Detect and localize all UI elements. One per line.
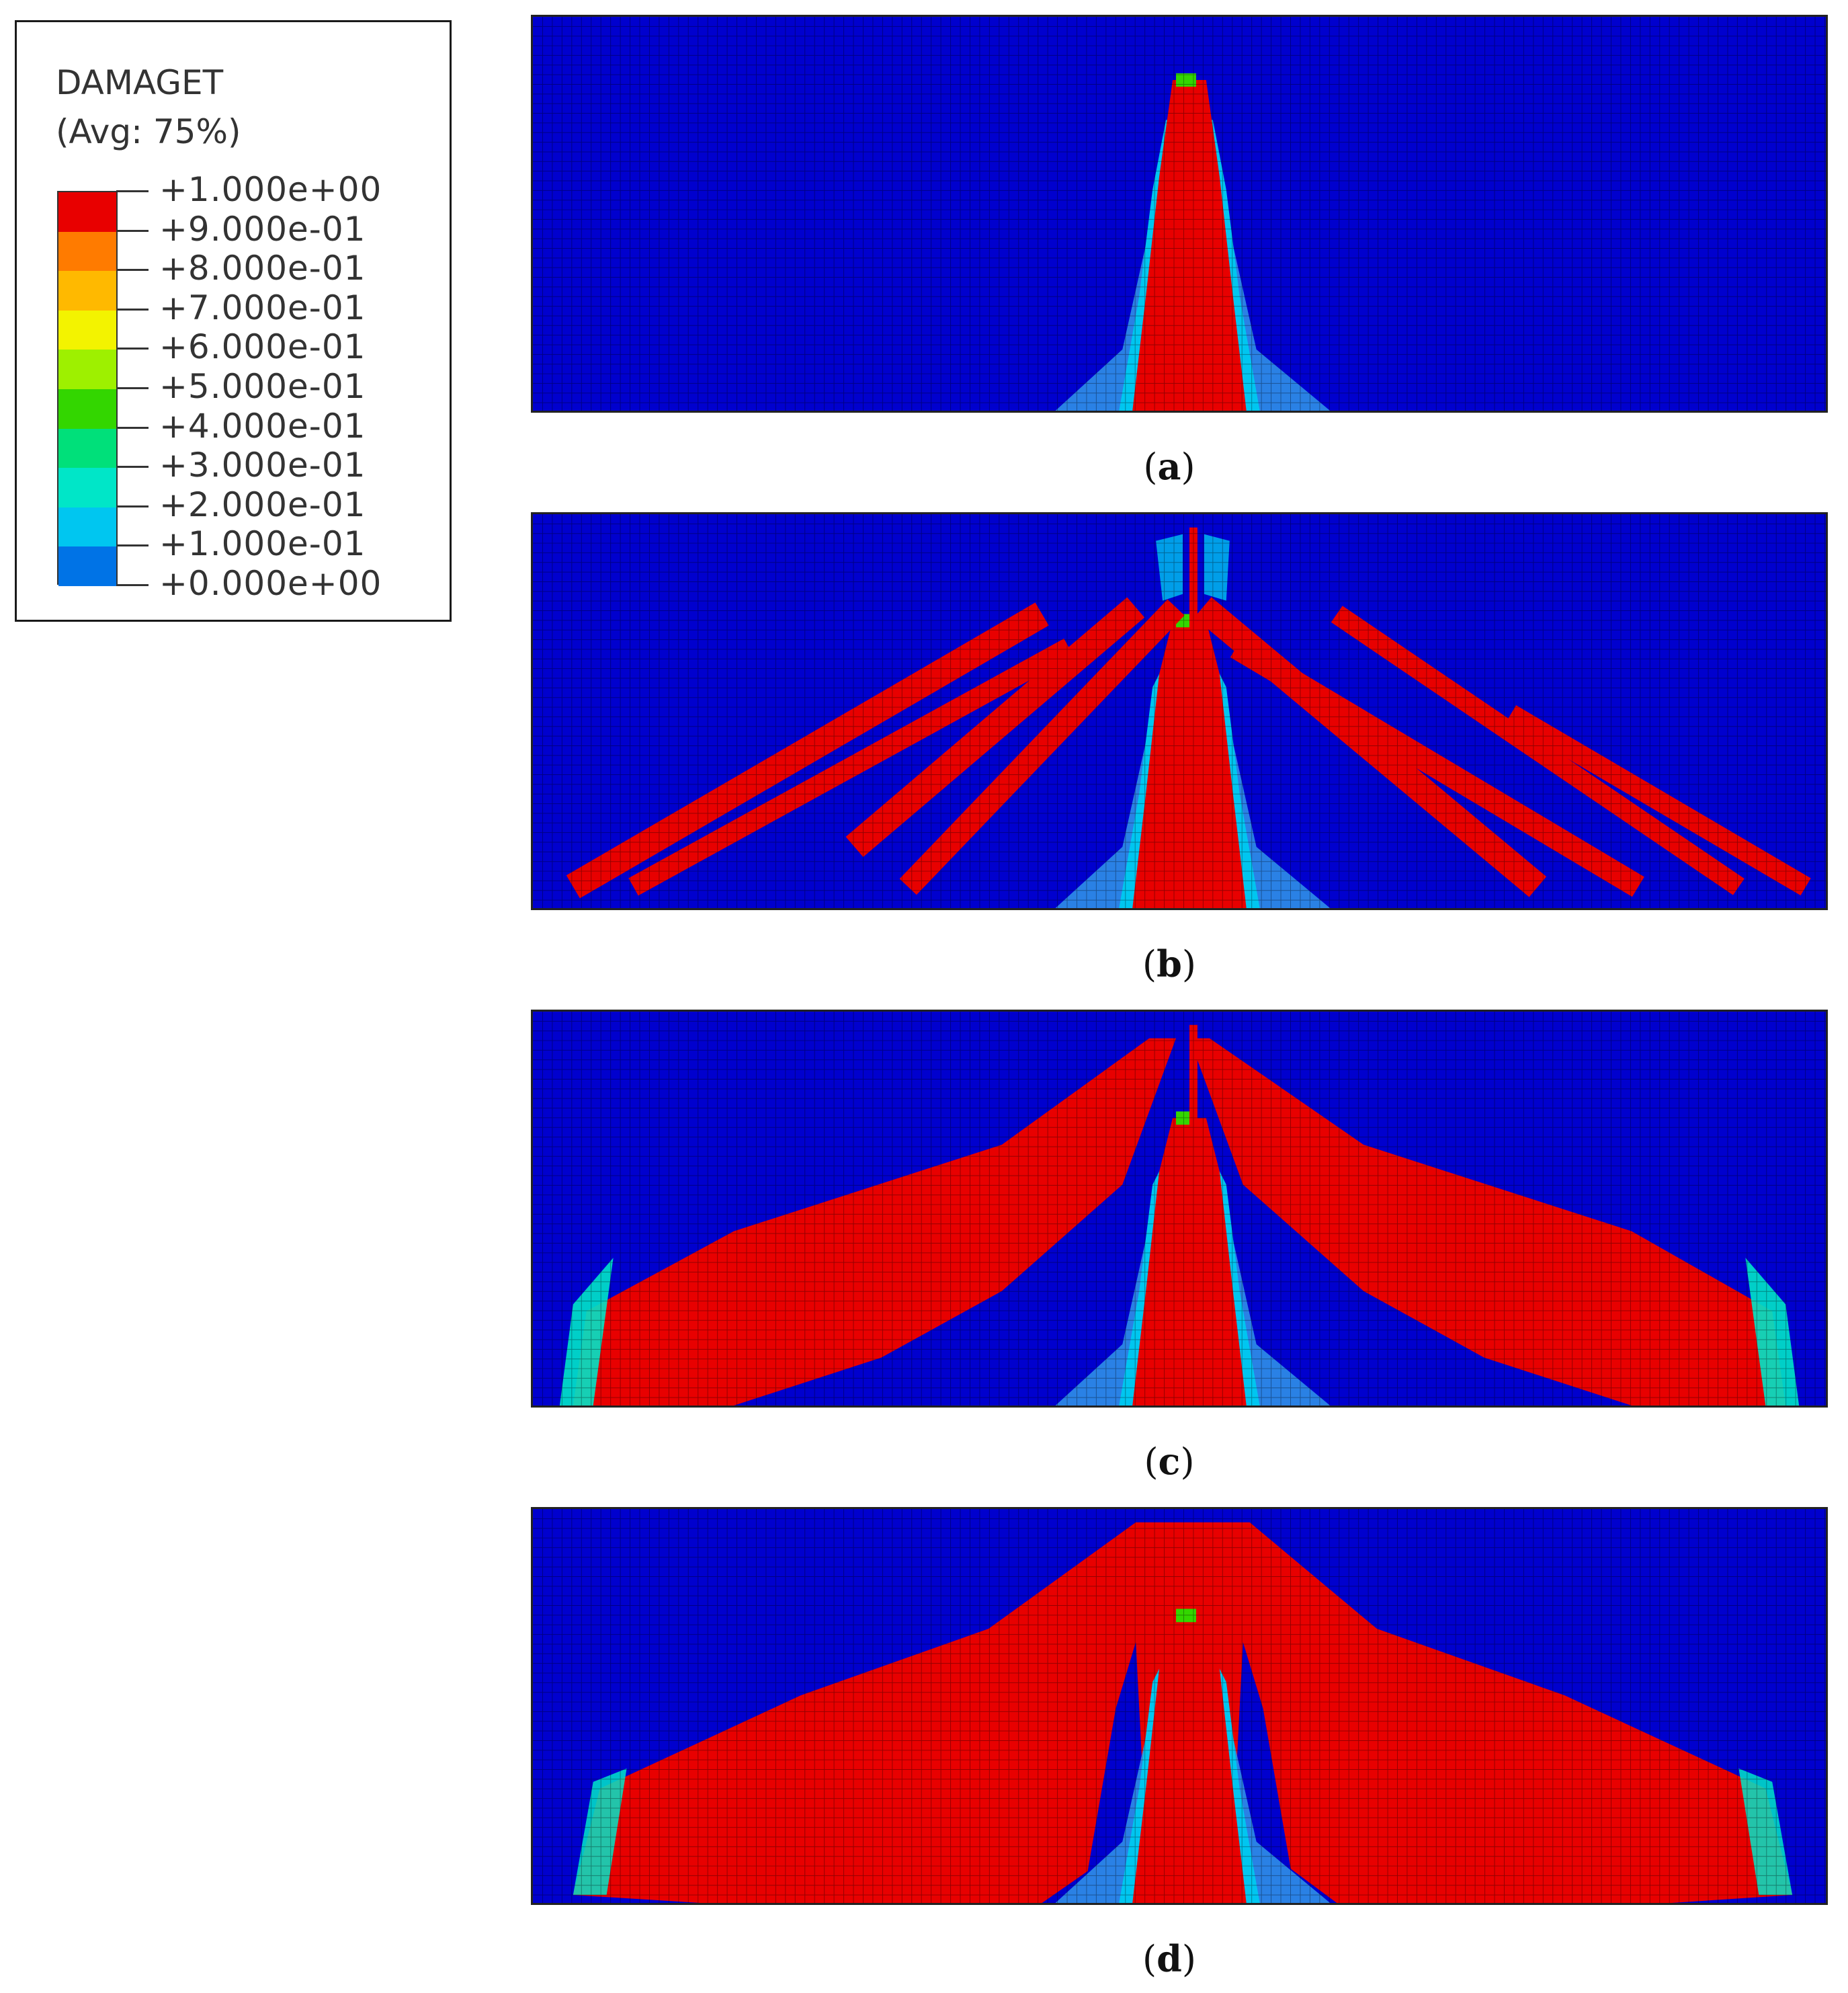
legend-color-bar: [57, 191, 118, 586]
central-crack-core: [1132, 1615, 1247, 1903]
panel-caption-b: (b): [1142, 942, 1196, 985]
mesh-grid: [533, 1012, 1826, 1406]
central-crack-core: [1132, 620, 1247, 908]
legend-swatch: [58, 389, 116, 429]
legend-tick-label: +8.000e-01: [159, 249, 366, 288]
inclined-crack-band: [628, 638, 1074, 896]
legend-swatch: [58, 546, 116, 586]
legend-variable-name: DAMAGET: [56, 63, 224, 102]
slit-fringe-left: [1156, 534, 1183, 601]
mesh-grid: [533, 514, 1826, 908]
inclined-crack-band: [566, 602, 1049, 899]
legend-swatch: [58, 428, 116, 469]
legend-tick-label: +2.000e-01: [159, 485, 366, 524]
damage-contour-plot-c: [533, 1012, 1826, 1406]
panel-caption-a: (a): [1143, 445, 1195, 488]
legend-swatch: [58, 507, 116, 547]
mesh-grid: [533, 1509, 1826, 1903]
legend-averaging: (Avg: 75%): [56, 112, 241, 151]
legend-tick-mark: [116, 190, 149, 192]
inclined-crack-band: [899, 599, 1185, 895]
crack-tip: [1176, 73, 1196, 87]
legend-tick-label: +5.000e-01: [159, 367, 366, 406]
right-edge-fringe: [1738, 1768, 1793, 1896]
legend-tick-mark: [116, 505, 149, 507]
inclined-crack-band: [1505, 705, 1811, 896]
legend-tick-label: +4.000e-01: [159, 406, 366, 446]
legend-tick-label: +1.000e+00: [159, 170, 382, 209]
left-damage-wing: [573, 1038, 1177, 1406]
legend-tick-label: +3.000e-01: [159, 446, 366, 485]
legend-tick-mark: [116, 229, 149, 232]
panel-caption-d: (d): [1142, 1937, 1196, 1980]
legend-tick-mark: [116, 544, 149, 547]
legend-tick-label: +1.000e-01: [159, 524, 366, 564]
mesh-grid: [533, 17, 1826, 411]
crack-tip: [1176, 1609, 1196, 1623]
legend-swatch: [58, 231, 116, 272]
inclined-crack-band: [845, 597, 1145, 857]
right-edge-fringe: [1745, 1258, 1800, 1406]
panel-caption-c: (c): [1144, 1440, 1195, 1483]
legend-swatch: [58, 350, 116, 389]
contour-panel-d: [531, 1507, 1828, 1905]
inclined-crack-band: [1230, 637, 1644, 897]
legend-tick-label: +9.000e-01: [159, 209, 366, 249]
contour-panel-a: [531, 15, 1828, 413]
legend-swatch: [58, 468, 116, 507]
left-edge-fringe: [559, 1258, 614, 1406]
legend-swatch: [58, 271, 116, 311]
top-slit: [1189, 1024, 1198, 1145]
legend-swatch: [58, 192, 116, 232]
legend-tick-mark: [116, 308, 149, 311]
legend-tick-mark: [116, 348, 149, 350]
legend-tick-mark: [116, 426, 149, 429]
legend-swatch: [58, 310, 116, 350]
legend-tick-label: +6.000e-01: [159, 327, 366, 367]
central-crack-core: [1132, 1118, 1247, 1406]
contour-legend: DAMAGET (Avg: 75%) +1.000e+00 +9.000e-01 +…: [15, 20, 452, 622]
central-crack-core: [1132, 80, 1247, 411]
legend-tick-mark: [116, 466, 149, 469]
damage-contour-plot-d: [533, 1509, 1826, 1903]
damage-contour-plot-b: [533, 514, 1826, 908]
contour-panel-b: [531, 512, 1828, 910]
slit-fringe-right: [1204, 534, 1230, 601]
legend-tick-label: +0.000e+00: [159, 564, 382, 603]
damage-contour-plot-a: [533, 17, 1826, 411]
legend-tick-mark: [116, 269, 149, 272]
legend-tick-label: +7.000e-01: [159, 288, 366, 327]
contour-panel-c: [531, 1010, 1828, 1408]
inclined-crack-band: [1331, 606, 1745, 895]
legend-tick-mark: [116, 584, 149, 586]
right-damage-wing: [1189, 1038, 1786, 1406]
legend-tick-mark: [116, 387, 149, 389]
left-edge-fringe: [573, 1768, 627, 1896]
